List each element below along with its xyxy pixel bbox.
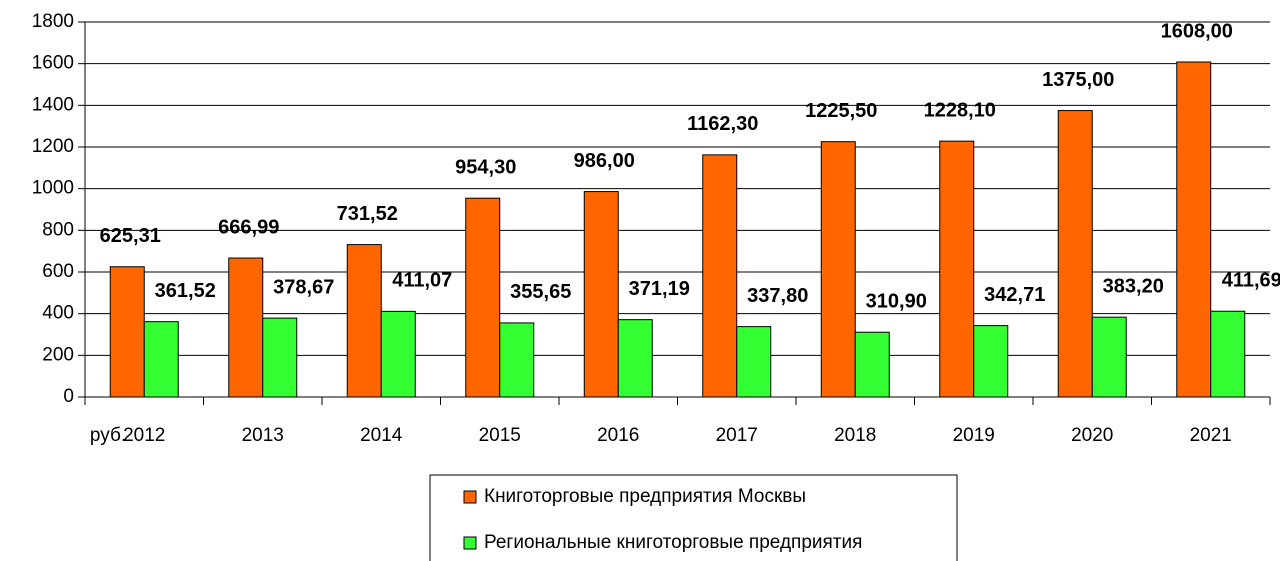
y-tick-label: 1600 (32, 53, 74, 74)
value-label: 355,65 (510, 281, 571, 303)
bar (380, 310, 416, 398)
value-label: 731,52 (337, 203, 398, 225)
y-tick-label: 600 (42, 261, 74, 282)
x-tick-label: 2017 (716, 425, 758, 446)
bar (854, 331, 890, 398)
value-label: 1608,00 (1161, 20, 1233, 42)
bar (262, 317, 298, 398)
y-tick-label: 1200 (32, 136, 74, 157)
x-tick-label: 2013 (242, 425, 284, 446)
legend-label: Книготорговые предприятия Москвы (484, 486, 806, 507)
value-label: 986,00 (574, 150, 635, 172)
x-tick-label: 2018 (834, 425, 876, 446)
value-label: 411,69 (1222, 270, 1280, 292)
legend-label: Региональные книготорговые предприятия (484, 532, 862, 553)
value-label: 342,71 (984, 284, 1045, 306)
x-tick-label: 2012 (123, 425, 165, 446)
x-tick-label: 2019 (953, 425, 995, 446)
y-tick-label: 400 (42, 303, 74, 324)
bar (109, 266, 145, 398)
bar (702, 154, 738, 398)
value-label: 1375,00 (1042, 69, 1114, 91)
value-label: 361,52 (155, 280, 216, 302)
value-label: 625,31 (100, 225, 161, 247)
y-tick-label: 0 (63, 386, 74, 407)
bar (736, 326, 772, 398)
bar (939, 140, 975, 398)
x-tick-label: 2021 (1190, 425, 1232, 446)
value-label: 1225,50 (805, 100, 877, 122)
y-tick-label: 1000 (32, 178, 74, 199)
value-label: 1162,30 (687, 113, 758, 135)
bar (1091, 316, 1127, 398)
bar (499, 322, 535, 398)
y-axis-unit: руб. (90, 425, 126, 446)
value-label: 1228,10 (924, 99, 996, 121)
bar (973, 325, 1009, 398)
value-label: 383,20 (1103, 275, 1164, 297)
y-tick-label: 1800 (32, 11, 74, 32)
value-label: 378,67 (273, 276, 334, 298)
value-label: 371,19 (629, 278, 690, 300)
bar (617, 319, 653, 398)
bar (465, 197, 501, 398)
bar (1176, 61, 1212, 398)
bar (228, 257, 264, 398)
x-tick-label: 2016 (597, 425, 639, 446)
bar (346, 244, 382, 398)
x-tick-label: 2020 (1071, 425, 1113, 446)
value-label: 666,99 (218, 216, 279, 238)
legend-box (429, 474, 958, 561)
value-label: 411,07 (392, 270, 452, 292)
x-tick-label: 2015 (479, 425, 521, 446)
legend-swatch (463, 536, 477, 550)
bar (820, 141, 856, 398)
legend-swatch (463, 490, 477, 504)
y-tick-label: 800 (42, 219, 74, 240)
y-tick-label: 200 (42, 344, 74, 365)
bar (143, 321, 179, 398)
bar (1057, 110, 1093, 398)
value-label: 310,90 (866, 291, 927, 313)
bar (1210, 310, 1246, 398)
bar (583, 191, 619, 398)
value-label: 954,30 (455, 156, 516, 178)
x-tick-label: 2014 (360, 425, 403, 446)
y-tick-label: 1400 (32, 94, 74, 115)
value-label: 337,80 (747, 285, 808, 307)
